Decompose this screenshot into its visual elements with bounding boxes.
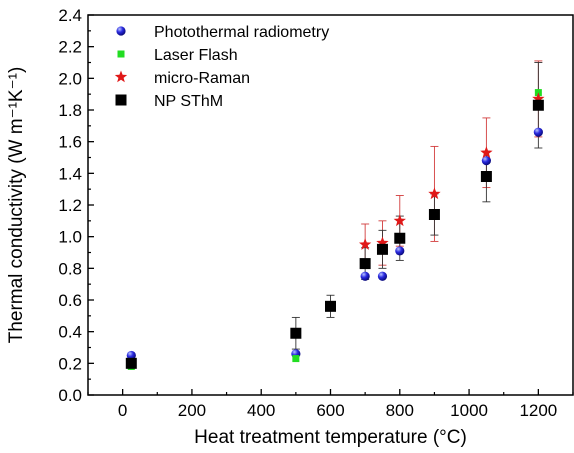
y-tick-label: 0.0: [58, 386, 82, 405]
np-sthm-point: [359, 258, 371, 270]
np-sthm-point: [532, 99, 544, 111]
micro-raman-point: [358, 238, 372, 250]
y-tick-label: 1.4: [58, 164, 82, 183]
photothermal-radiometry-point: [533, 127, 543, 137]
photothermal-radiometry-point: [395, 246, 405, 256]
legend-label: Laser Flash: [154, 47, 238, 64]
legend-label: NP SThM: [154, 93, 223, 110]
x-tick-label: 0: [118, 401, 127, 420]
np-sthm-point: [290, 327, 302, 339]
x-tick-label: 600: [316, 401, 344, 420]
photothermal-radiometry-point: [360, 271, 370, 281]
np-sthm-point: [325, 300, 336, 312]
legend-marker: [116, 26, 126, 36]
x-tick-label: 400: [247, 401, 275, 420]
photothermal-radiometry-point: [377, 271, 388, 281]
legend-marker: [115, 94, 127, 106]
axes: 0 200 400 600 800 1000 1200 0.0 0.2 0.4 0.6 0.8 1.0 1…: [58, 6, 574, 420]
x-tick-label: 1200: [519, 401, 557, 420]
micro-raman-point: [393, 214, 406, 227]
y-tick-label: 0.8: [58, 259, 82, 278]
y-tick-label: 1.6: [58, 133, 82, 152]
y-tick-label: 1.8: [58, 101, 82, 120]
np-sthm-point: [125, 357, 137, 369]
y-axis-title: Thermal conductivity (W m⁻¹K⁻¹): [6, 67, 27, 344]
y-tick-label: 0.2: [58, 354, 82, 373]
micro-raman-point: [480, 146, 493, 159]
np-sthm-point: [376, 243, 388, 255]
y-tick-label: 1.0: [58, 228, 82, 247]
micro-raman-point: [532, 92, 545, 105]
y-tick-label: 2.2: [58, 38, 82, 57]
x-tick-label: 1000: [450, 401, 488, 420]
np-sthm-point: [394, 232, 406, 244]
legend-label: Photothermal radiometry: [154, 24, 329, 41]
micro-raman-point: [428, 187, 441, 200]
np-sthm-point: [480, 171, 492, 182]
y-tick-label: 0.4: [58, 323, 82, 342]
x-axis-title: Heat treatment temperature (°C): [194, 427, 467, 448]
micro-raman-point: [376, 236, 389, 249]
data-markers: [125, 89, 545, 370]
y-tick-label: 2.0: [58, 69, 82, 88]
y-tick-label: 1.2: [58, 196, 82, 215]
legend-label: micro-Raman: [154, 70, 250, 87]
y-tick-label: 0.6: [58, 291, 82, 310]
photothermal-radiometry-point: [481, 156, 491, 166]
y-tick-label: 2.4: [58, 6, 82, 25]
legend-marker: [117, 50, 125, 58]
legend: Photothermal radiometry Laser Flash micro-…: [114, 24, 329, 110]
x-tick-label: 800: [386, 401, 414, 420]
np-sthm-point: [428, 209, 440, 220]
photothermal-radiometry-point: [126, 350, 136, 361]
legend-marker: [114, 70, 128, 83]
laser-flash-point: [292, 355, 300, 363]
x-tick-label: 200: [178, 401, 206, 420]
